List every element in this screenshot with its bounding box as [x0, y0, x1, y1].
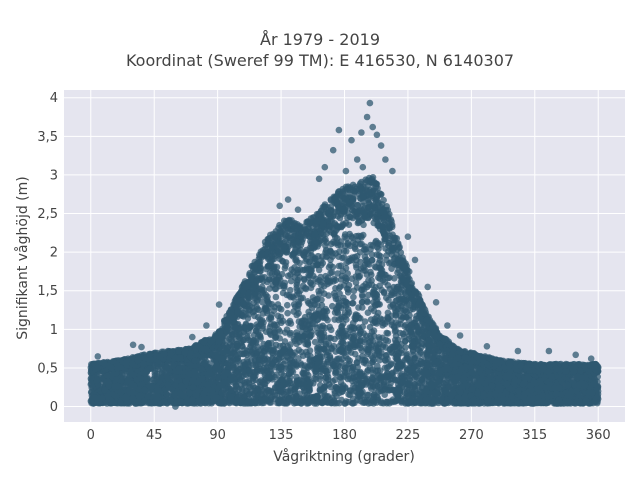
scatter-point: [315, 307, 323, 314]
scatter-point: [270, 347, 277, 354]
scatter-point: [283, 291, 291, 299]
scatter-point: [372, 345, 380, 352]
scatter-point: [266, 269, 274, 277]
scatter-point: [318, 302, 326, 309]
scatter-point: [355, 304, 362, 311]
scatter-point: [270, 307, 278, 315]
scatter-point: [332, 250, 340, 257]
scatter-points: [87, 99, 602, 410]
scatter-point: [286, 331, 294, 338]
scatter-point: [246, 384, 253, 391]
scatter-point: [332, 369, 340, 376]
scatter-point: [301, 276, 308, 284]
scatter-point: [381, 357, 389, 364]
scatter-point: [360, 330, 368, 337]
scatter-point: [352, 279, 360, 286]
scatter-point: [379, 343, 387, 351]
scatter-point: [151, 369, 159, 377]
scatter-point: [383, 329, 391, 337]
scatter-point: [350, 293, 357, 301]
scatter-point: [273, 263, 281, 271]
scatter-point: [250, 337, 258, 345]
scatter-point: [357, 265, 365, 272]
scatter-point: [376, 356, 383, 364]
scatter-point: [327, 269, 334, 277]
scatter-point: [350, 324, 358, 332]
scatter-point: [259, 298, 266, 306]
scatter-point: [307, 284, 315, 292]
scatter-point: [361, 318, 369, 325]
scatter-point: [355, 273, 362, 280]
scatter-point: [341, 233, 349, 240]
scatter-point: [325, 334, 333, 342]
scatter-point: [311, 338, 319, 346]
scatter-point: [374, 309, 382, 317]
scatter-point: [284, 301, 291, 309]
scatter-point: [351, 350, 359, 358]
scatter-point: [364, 366, 372, 374]
scatter-point: [284, 272, 292, 280]
scatter-point: [272, 293, 280, 301]
scatter-point: [266, 285, 274, 292]
scatter-point: [321, 308, 328, 316]
scatter-point: [335, 262, 343, 270]
scatter-point: [353, 252, 361, 260]
scatter-point: [474, 390, 481, 397]
scatter-point: [332, 295, 340, 303]
scatter-point: [377, 253, 384, 260]
scatter-point: [284, 309, 291, 317]
scatter-point: [276, 304, 283, 312]
scatter-point: [283, 326, 291, 333]
scatter-point: [344, 331, 351, 338]
scatter-point: [281, 282, 288, 290]
scatter-point: [293, 270, 301, 277]
scatter-point: [357, 344, 364, 352]
scatter-point: [364, 309, 372, 317]
scatter-point: [337, 315, 345, 323]
scatter-point: [404, 301, 411, 308]
scatter-point: [312, 376, 320, 383]
scatter-point: [344, 289, 352, 296]
scatter-point: [362, 398, 370, 406]
scatter-point: [339, 355, 346, 363]
scatter-point: [385, 296, 392, 304]
scatter-point: [248, 348, 256, 356]
chart-title-line-1: År 1979 - 2019: [260, 30, 380, 49]
scatter-point: [359, 293, 366, 300]
scatter-point: [357, 397, 364, 405]
scatter-point: [321, 290, 328, 298]
scatter-point: [264, 368, 271, 375]
chart-title-line-2: Koordinat (Sweref 99 TM): E 416530, N 61…: [125, 51, 515, 70]
scatter-point: [337, 238, 345, 245]
scatter-point: [336, 290, 343, 297]
scatter-point: [383, 351, 390, 359]
scatter-point: [403, 350, 411, 358]
scatter-point: [169, 362, 177, 370]
scatter-point: [388, 265, 395, 273]
scatter-point: [331, 289, 338, 297]
scatter-point: [380, 288, 388, 296]
scatter-point: [393, 285, 400, 293]
scatter-point: [286, 317, 294, 325]
scatter-point: [344, 241, 352, 248]
scatter-point: [329, 263, 337, 271]
scatter-point: [287, 286, 294, 294]
scatter-point: [274, 380, 282, 388]
scatter-point: [341, 367, 348, 375]
scatter-point: [403, 388, 411, 395]
